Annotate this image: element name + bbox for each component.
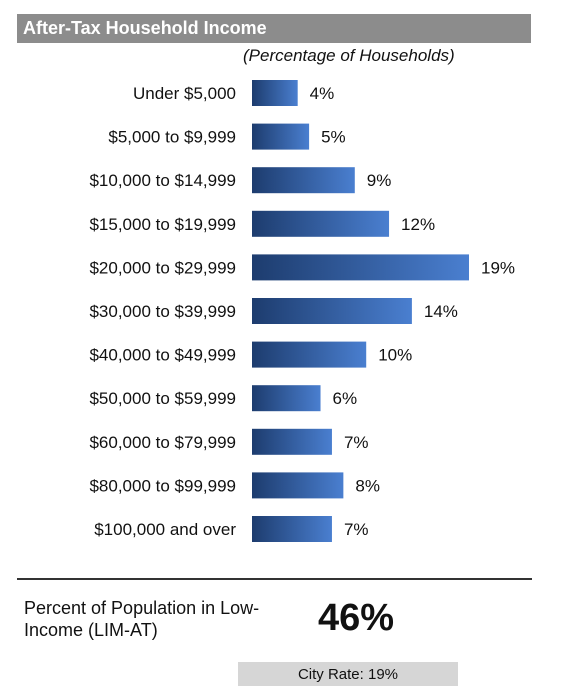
category-label: $80,000 to $99,999 (89, 476, 236, 495)
chart-title: After-Tax Household Income (23, 18, 267, 38)
bar (252, 516, 332, 542)
data-label: 19% (481, 258, 515, 277)
category-label: Under $5,000 (133, 84, 236, 103)
data-label: 4% (310, 84, 335, 103)
chart-header-bar: After-Tax Household Income (17, 14, 531, 43)
data-label: 6% (333, 389, 358, 408)
category-label: $15,000 to $19,999 (89, 215, 236, 234)
category-label: $10,000 to $14,999 (89, 171, 236, 190)
category-label: $60,000 to $79,999 (89, 433, 236, 452)
bar-chart: Under $5,000 4% $5,000 to $9,999 5% $10,000 … (89, 80, 515, 542)
low-income-value: 46% (318, 597, 395, 639)
category-label: $30,000 to $39,999 (89, 302, 236, 321)
category-label: $100,000 and over (94, 520, 236, 539)
bar (252, 298, 412, 324)
data-label: 12% (401, 215, 435, 234)
section-divider (17, 578, 532, 580)
data-label: 7% (344, 433, 369, 452)
bar (252, 341, 367, 368)
city-rate-text: City Rate: 19% (297, 666, 399, 683)
bar (252, 80, 298, 106)
bar (252, 123, 310, 150)
category-label: $40,000 to $49,999 (89, 346, 236, 365)
category-label: $50,000 to $59,999 (89, 389, 236, 408)
category-label: $20,000 to $29,999 (89, 258, 236, 277)
data-label: 9% (367, 171, 392, 190)
bar (252, 385, 321, 412)
bar (252, 210, 390, 237)
bar (252, 167, 355, 194)
low-income-label: Percent of Population in Low-Income (LIM… (24, 598, 260, 640)
data-label: 5% (321, 128, 346, 147)
data-label: 7% (344, 520, 369, 539)
city-rate-box: City Rate: 19% (238, 662, 458, 686)
data-label: 14% (424, 302, 458, 321)
chart-subtitle: (Percentage of Households) (243, 46, 455, 65)
data-label: 8% (355, 476, 380, 495)
data-label: 10% (378, 346, 412, 365)
bar (252, 428, 332, 455)
category-label: $5,000 to $9,999 (108, 128, 236, 147)
bar (252, 472, 344, 499)
bar (252, 254, 469, 281)
